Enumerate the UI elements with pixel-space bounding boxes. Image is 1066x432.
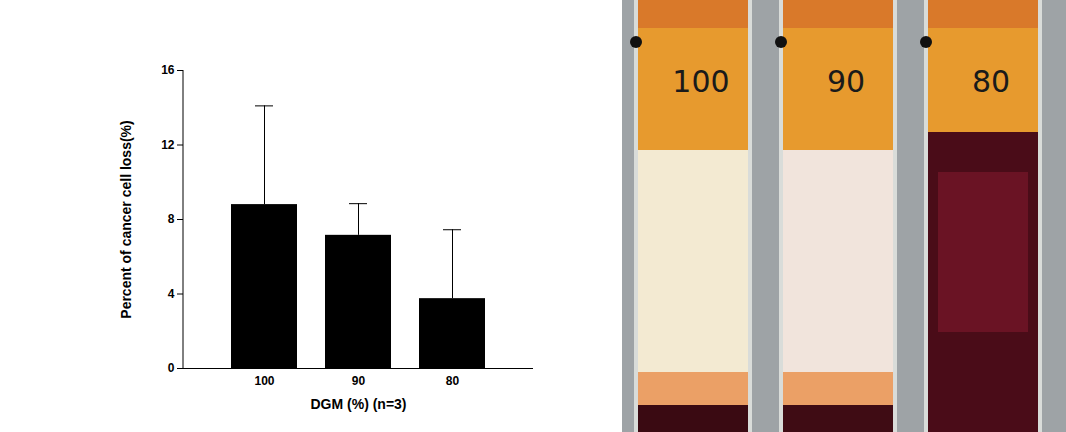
svg-text:12: 12	[161, 138, 175, 152]
svg-text:100: 100	[672, 64, 729, 99]
svg-text:DGM (%) (n=3): DGM (%) (n=3)	[310, 396, 406, 412]
svg-text:80: 80	[972, 64, 1010, 99]
svg-text:4: 4	[168, 287, 175, 301]
svg-text:0: 0	[168, 361, 175, 375]
svg-text:8: 8	[168, 212, 175, 226]
svg-text:Percent of cancer cell loss(%): Percent of cancer cell loss(%)	[118, 120, 134, 318]
svg-text:90: 90	[352, 374, 366, 388]
svg-text:90: 90	[827, 64, 865, 99]
svg-text:16: 16	[161, 63, 175, 77]
svg-text:80: 80	[446, 374, 460, 388]
svg-text:100: 100	[254, 374, 274, 388]
